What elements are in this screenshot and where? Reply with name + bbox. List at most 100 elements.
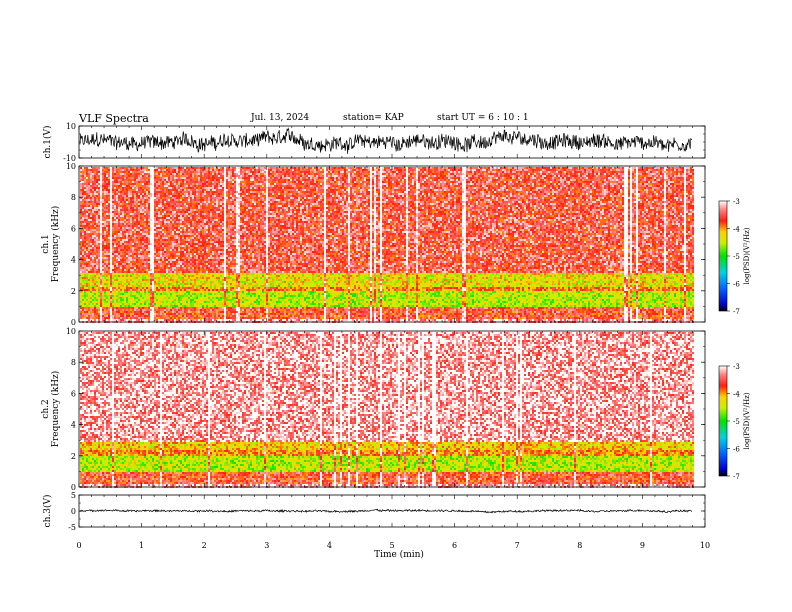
ch1-spectrogram-cell xyxy=(126,167,128,169)
ch1-spectrogram-cell xyxy=(90,219,92,221)
ch1-spectrogram-cell xyxy=(108,309,110,311)
ch1-spectrogram-cell xyxy=(148,319,150,321)
ch1-spectrogram-cell xyxy=(172,279,174,281)
ch1-spectrogram-cell xyxy=(202,199,204,201)
ch1-spectrogram-cell xyxy=(88,265,90,267)
ch1-spectrogram-cell xyxy=(152,173,154,175)
ch1-spectrogram-cell xyxy=(98,181,100,183)
ch1-spectrogram-cell xyxy=(96,239,98,241)
ch1-spectrogram-cell xyxy=(198,181,200,183)
ch1-spectrogram-cell xyxy=(94,295,96,297)
ch1-spectrogram-cell xyxy=(108,171,110,173)
ch1-spectrogram-cell xyxy=(134,231,136,233)
ch1-spectrogram-cell xyxy=(190,211,192,213)
ch1-spectrogram-cell xyxy=(90,255,92,257)
ch1-spectrogram-cell xyxy=(142,263,144,265)
ch1-spectrogram-cell xyxy=(170,289,172,291)
ch1-spectrogram-cell xyxy=(110,303,112,305)
ch1-spectrogram-cell xyxy=(130,295,132,297)
ch1-spectrogram-cell xyxy=(188,201,190,203)
ch1-spectrogram-cell xyxy=(182,231,184,233)
ch1-spectrogram-cell xyxy=(162,195,164,197)
ch1-spectrogram-cell xyxy=(190,233,192,235)
ch1-spectrogram-cell xyxy=(126,259,128,261)
ch1-spectrogram-cell xyxy=(198,285,200,287)
ch1-spectrogram-cell xyxy=(162,271,164,273)
ch1-spectrogram-cell xyxy=(102,227,104,229)
ch1-spectrogram-cell xyxy=(130,309,132,311)
ch1-spectrogram-cell xyxy=(98,223,100,225)
ch1-spectrogram-cell xyxy=(118,283,120,285)
ch1-spectrogram-cell xyxy=(122,171,124,173)
ch1-spectrogram-cell xyxy=(124,259,126,261)
ch1-spectrogram-cell xyxy=(142,247,144,249)
ch1-spectrogram-cell xyxy=(134,297,136,299)
ch1-spectrogram-cell xyxy=(112,241,114,243)
ch1-spectrogram-cell xyxy=(84,199,86,201)
ch1-spectrogram-cell xyxy=(178,281,180,283)
ch1-spectrogram-cell xyxy=(188,287,190,289)
ch1-spectrogram-cell xyxy=(150,175,152,177)
ch1-spectrogram-cell xyxy=(96,181,98,183)
ch1-spectrogram-cell xyxy=(144,297,146,299)
ch1-spectrogram-cell xyxy=(182,273,184,275)
ch1-spectrogram-cell xyxy=(180,203,182,205)
ch1-spectrogram-cell xyxy=(190,265,192,267)
ch1-spectrogram-cell xyxy=(122,189,124,191)
ch1-spectrogram-cell xyxy=(164,227,166,229)
ch1-spectrogram-cell xyxy=(202,223,204,225)
ch1-spectrogram-cell xyxy=(152,237,154,239)
ch1-spectrogram-cell xyxy=(118,273,120,275)
ch1-spectrogram-cell xyxy=(180,187,182,189)
ch1-spectrogram-cell xyxy=(80,225,82,227)
ch1-spectrogram-cell xyxy=(86,291,88,293)
ch1-spectrogram-cell xyxy=(80,277,82,279)
ch1-spectrogram-cell xyxy=(174,259,176,261)
ch1-spectrogram-cell xyxy=(166,249,168,251)
ch1-spectrogram-cell xyxy=(100,191,102,193)
ch1-spectrogram-cell xyxy=(124,225,126,227)
ch1-spectrogram-cell xyxy=(178,255,180,257)
ch1-spectrogram-cell xyxy=(192,319,194,321)
ch1-spectrogram-cell xyxy=(104,267,106,269)
ch1-spectrogram-cell xyxy=(146,291,148,293)
ch1-spectrogram-cell xyxy=(158,187,160,189)
ch1-spectrogram-cell xyxy=(188,229,190,231)
ch1-spectrogram-cell xyxy=(130,269,132,271)
ch1-spectrogram-cell xyxy=(116,263,118,265)
ch1-spectrogram-cell xyxy=(192,207,194,209)
ch1-spectrogram-cell xyxy=(84,307,86,309)
ch1-spectrogram-cell xyxy=(86,179,88,181)
ch1-spectrogram-cell xyxy=(172,301,174,303)
ch1-spectrogram-cell xyxy=(148,313,150,315)
ch1-spectrogram-cell xyxy=(180,311,182,313)
ch1-spectrogram-cell xyxy=(122,223,124,225)
ch1-spectrogram-cell xyxy=(178,237,180,239)
ch1-spectrogram-cell xyxy=(96,191,98,193)
ch1-spectrogram-cell xyxy=(114,309,116,311)
ch1-spectrogram-cell xyxy=(186,183,188,185)
ch1-spectrogram-cell xyxy=(126,299,128,301)
ch1-spectrogram-cell xyxy=(178,223,180,225)
ch1-spectrogram-cell xyxy=(150,283,152,285)
ch1-spectrogram-cell xyxy=(154,229,156,231)
ch1-spectrogram-cell xyxy=(112,185,114,187)
ch1-spectrogram-cell xyxy=(154,309,156,311)
ch1-spectrogram-cell xyxy=(86,183,88,185)
ch1-spectrogram-cell xyxy=(80,213,82,215)
ch1-spectrogram-cell xyxy=(88,261,90,263)
ch1-spectrogram-cell xyxy=(86,213,88,215)
ch1-spectrogram-cell xyxy=(98,305,100,307)
ch1-spectrogram-cell xyxy=(156,277,158,279)
ch1-spectrogram-cell xyxy=(154,211,156,213)
ch1-spectrogram-cell xyxy=(88,263,90,265)
ch1-spectrogram-cell xyxy=(104,241,106,243)
ch1-spectrogram-cell xyxy=(94,197,96,199)
ch1-spectrogram-cell xyxy=(108,277,110,279)
ch1-spectrogram-cell xyxy=(86,237,88,239)
ch1-spectrogram-cell xyxy=(174,177,176,179)
ch1-spectrogram-cell xyxy=(136,293,138,295)
ch1-spectrogram-cell xyxy=(130,233,132,235)
ch1-spectrogram-cell xyxy=(88,183,90,185)
ch1-spectrogram-cell xyxy=(190,245,192,247)
